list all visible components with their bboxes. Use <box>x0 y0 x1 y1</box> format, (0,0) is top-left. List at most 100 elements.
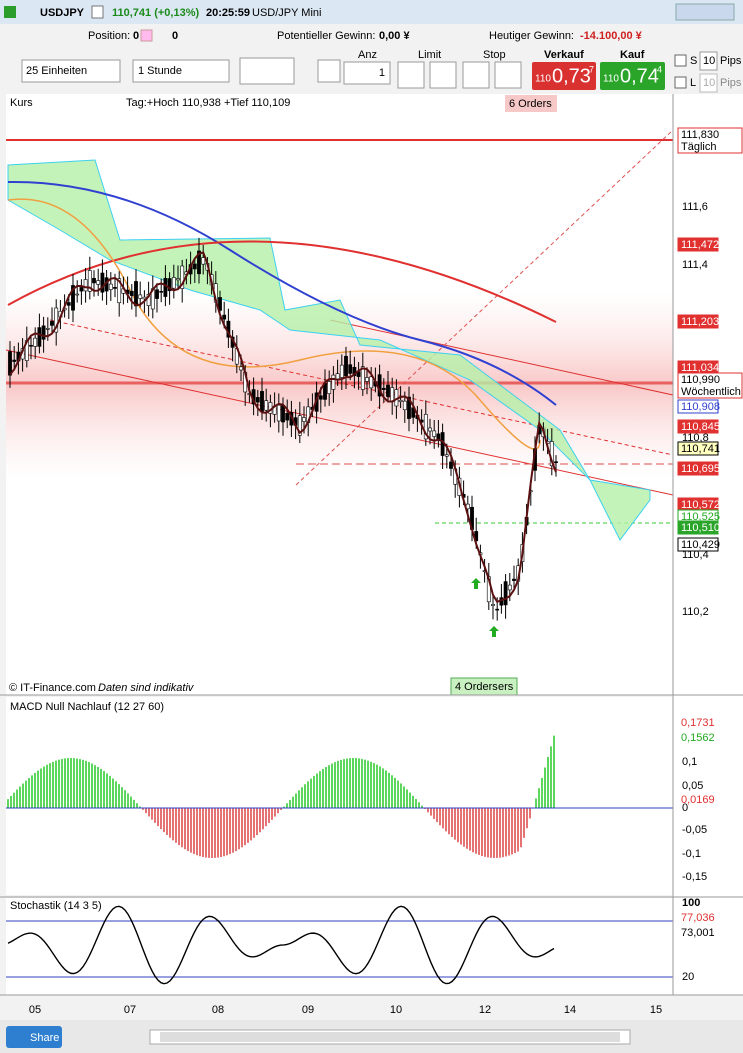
stop-sell[interactable] <box>494 61 522 89</box>
candle <box>327 381 332 394</box>
note: Daten sind indikativ <box>98 682 195 694</box>
candle <box>12 359 17 362</box>
tool-button[interactable] <box>317 59 341 83</box>
today-value: -14.100,00 ¥ <box>580 30 643 42</box>
candle <box>339 364 344 378</box>
candle <box>260 391 264 412</box>
macd-tag: 0,0169 <box>681 794 715 806</box>
price-tag <box>677 461 719 476</box>
price-tag <box>677 419 719 434</box>
l-checkbox[interactable] <box>674 76 687 89</box>
price-tag-text: 110,845 <box>681 421 720 433</box>
price-tag-text: 110,695 <box>681 463 720 475</box>
candle <box>398 399 403 402</box>
cloud <box>7 159 651 541</box>
symbol[interactable]: USDJPY <box>40 7 85 19</box>
sell-price: 0,73 <box>552 65 591 87</box>
potential-value: 0,00 ¥ <box>379 30 410 42</box>
pips-l-input[interactable] <box>699 73 718 93</box>
chart-type[interactable] <box>239 57 295 85</box>
pips-s-input[interactable] <box>699 51 718 71</box>
interval-select[interactable] <box>132 59 230 83</box>
ma-red <box>7 240 557 323</box>
candle <box>512 578 516 581</box>
limit-sell[interactable] <box>429 61 457 89</box>
stoch-axis-label: 100 <box>682 897 700 909</box>
title-bar <box>0 0 743 24</box>
x-axis-label: 09 <box>302 1004 314 1016</box>
candle <box>407 396 411 419</box>
candle <box>335 373 340 380</box>
candle <box>100 272 105 293</box>
ma-orange <box>7 198 541 450</box>
candle <box>96 280 101 285</box>
candle <box>134 281 138 307</box>
interval: 1 Stunde <box>138 65 182 77</box>
candle <box>318 395 323 400</box>
price-axis-label: 110,2 <box>682 606 709 618</box>
candle <box>41 325 46 340</box>
price-tag-sub: Täglich <box>681 141 716 153</box>
macd-axis-label: -0,15 <box>682 871 707 883</box>
candle <box>146 293 151 306</box>
candle <box>171 277 176 289</box>
candle <box>352 366 357 376</box>
pips-s: 10 <box>703 55 715 67</box>
price-tag-text: 110,429 <box>681 539 720 551</box>
price-tag <box>677 314 719 329</box>
info-icon[interactable] <box>91 5 104 19</box>
sell-label: Verkauf <box>544 49 584 61</box>
today-label: Heutiger Gewinn: <box>489 30 574 42</box>
price-axis-label: 111,4 <box>682 259 708 271</box>
copyright: © IT-Finance.com <box>9 682 96 694</box>
price-axis-label: 110,4 <box>682 549 709 561</box>
stop-buy[interactable] <box>462 61 490 89</box>
candle <box>79 287 84 292</box>
sell-button[interactable] <box>532 62 596 90</box>
candle <box>180 265 185 289</box>
position-value-2: 0 <box>172 30 178 42</box>
scroll-thumb[interactable] <box>160 1032 620 1042</box>
stoch-tag: 77,036 <box>681 912 715 924</box>
candle <box>113 287 117 289</box>
price-tag-text: 111,472 <box>681 239 719 251</box>
orders-top-box[interactable] <box>505 95 557 112</box>
buy-button[interactable] <box>600 62 665 90</box>
candle <box>37 327 42 347</box>
s-checkbox[interactable] <box>674 54 687 67</box>
close-position[interactable] <box>140 29 153 42</box>
price-tag <box>677 237 719 252</box>
candle <box>386 384 390 397</box>
candle <box>495 608 500 611</box>
candle <box>423 414 428 440</box>
candle <box>449 461 453 469</box>
macd-label: MACD Null Nachlauf (12 27 60) <box>10 701 164 713</box>
app-icon <box>4 6 16 18</box>
stoch-panel <box>6 898 673 995</box>
units-select[interactable] <box>21 59 121 83</box>
price: 110,741 (+0,13%) <box>112 7 199 19</box>
price-tag-text: 110,572 <box>681 499 720 511</box>
orders-bottom-suffix: ers <box>498 681 514 693</box>
price-tag-sub: Wöchentlich <box>681 386 741 398</box>
candle <box>75 293 80 296</box>
x-axis-label: 08 <box>212 1004 224 1016</box>
macd-panel <box>6 697 673 895</box>
stoch-line <box>7 905 555 985</box>
candle <box>222 314 227 320</box>
instrument-name: USD/JPY Mini <box>252 7 321 19</box>
anz-input[interactable] <box>343 61 391 85</box>
sell-big: 110 <box>535 74 551 85</box>
limit-buy[interactable] <box>397 61 425 89</box>
window-buttons[interactable] <box>675 3 735 21</box>
position-value: 0 <box>133 30 139 42</box>
candle <box>402 400 407 411</box>
l-label: L <box>690 77 696 89</box>
anz-value: 1 <box>379 67 385 79</box>
candle <box>66 302 71 306</box>
macd-tag: 0,1562 <box>681 732 715 744</box>
candle <box>285 412 290 421</box>
price-tag-text: 110,990 <box>681 374 720 386</box>
share-button[interactable] <box>6 1026 62 1048</box>
